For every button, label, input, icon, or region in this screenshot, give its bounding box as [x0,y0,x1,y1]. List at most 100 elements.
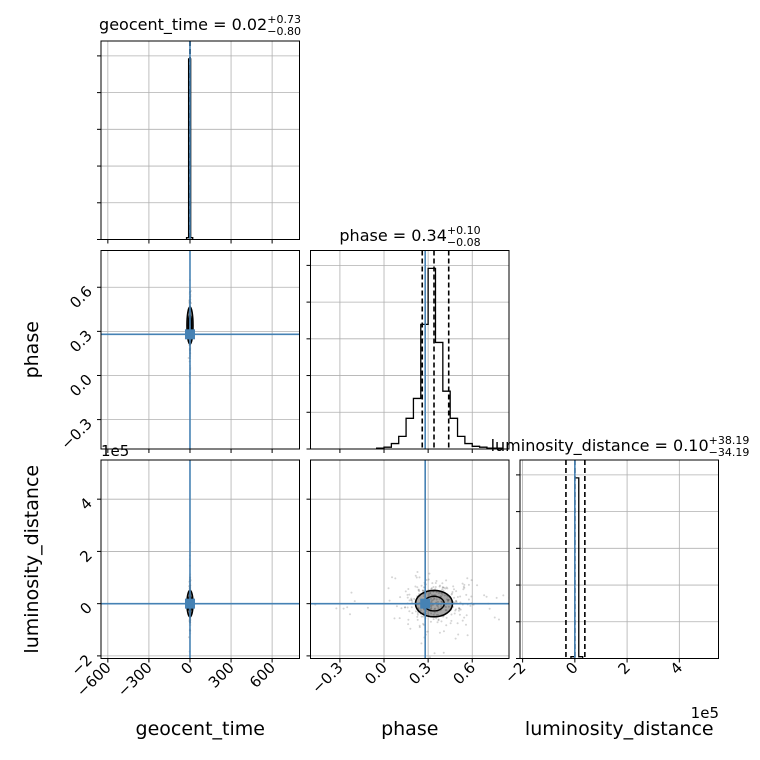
sample-point [407,597,409,599]
offset-text-x: 1e5 [691,704,719,722]
sample-point [494,616,496,618]
title-text: luminosity_distance = 0.10+38.19 −34.19 [491,434,750,459]
panel-luminosity_distance-vs-luminosity_distance [516,460,719,663]
sample-point [443,630,445,632]
sample-point [465,624,467,626]
sample-point [457,596,459,598]
sample-point [498,618,500,620]
sample-point [399,596,401,598]
sample-point [454,612,456,614]
sample-point [419,626,421,628]
truth-marker [185,329,195,339]
sample-point [453,588,455,590]
title-luminosity_distance: luminosity_distance = 0.10+38.19 −34.19 [491,434,750,459]
sample-point [399,617,401,619]
sample-point [450,613,452,615]
sample-point [406,594,408,596]
sample-point [416,576,418,578]
sample-point [459,596,461,598]
axis-label-x-geocent_time: geocent_time [136,718,265,740]
sample-point [455,638,457,640]
tick-label-y: 0 [76,599,95,618]
sample-point [462,588,464,590]
title-minus: −34.19 [709,446,750,459]
sample-point [350,592,352,594]
title-phase: phase = 0.34+0.10 −0.08 [339,224,480,249]
title-minus: −0.08 [447,236,481,249]
sample-point [409,628,411,630]
sample-point [462,583,464,585]
sample-point [445,579,447,581]
sample-point [410,598,412,600]
sample-point [466,614,468,616]
sample-point [463,617,465,619]
sample-point [470,595,472,597]
panel-phase-vs-geocent_time [97,251,300,454]
sample-point [343,608,345,610]
sample-point [455,590,457,592]
sample-point [416,586,418,588]
sample-point [439,632,441,634]
sample-point [421,616,423,618]
sample-point [483,594,485,596]
sample-point [335,607,337,609]
sample-point [407,606,409,608]
sample-point [489,608,491,610]
sample-point [476,584,478,586]
sample-point [441,582,443,584]
sample-point [407,623,409,625]
sample-point [451,593,453,595]
sample-point [458,610,460,612]
sample-point [408,594,410,596]
truth-marker [420,599,430,609]
sample-point [466,577,468,579]
tick-label-x: 600 [246,659,279,692]
sample-point [391,576,393,578]
title-geocent_time: geocent_time = 0.02+0.73 −0.80 [99,13,301,38]
sample-point [444,587,446,589]
title-minus: −0.80 [267,25,301,38]
panel-phase-vs-phase [307,251,510,454]
panel-background [520,460,719,659]
sample-point [420,642,422,644]
sample-point [415,575,417,577]
sample-point [453,597,455,599]
sample-point [435,586,437,588]
sample-point [443,652,445,654]
sample-point [450,622,452,624]
sample-point [454,609,456,611]
sample-point [439,585,441,587]
sample-point [417,619,419,621]
tick-label-x: 2 [614,659,633,678]
sample-point [396,605,398,607]
tick-label-x: −0.3 [308,659,346,697]
title-text: phase = 0.34+0.10 −0.08 [339,224,480,249]
tick-label-y: 0.0 [66,371,96,401]
tick-label-x: 300 [205,659,238,692]
sample-point [462,620,464,622]
sample-point [468,584,470,586]
sample-point [417,614,419,616]
axis-label-x-luminosity_distance: luminosity_distance [525,718,714,740]
sample-point [428,578,430,580]
sample-point [438,618,440,620]
tick-label-x: 0.3 [405,659,435,689]
sample-point [457,622,459,624]
sample-point [407,588,409,590]
sample-point [416,571,418,573]
sample-point [404,606,406,608]
sample-point [434,652,436,654]
tick-label-y: 0.3 [66,326,96,356]
sample-point [440,620,442,622]
title-text: geocent_time = 0.02+0.73 −0.80 [99,13,301,38]
tick-label-y: −0.3 [57,415,95,453]
sample-point [450,620,452,622]
tick-label-y: 2 [76,547,95,566]
panel-background [101,41,300,240]
sample-point [445,624,447,626]
sample-point [459,608,461,610]
sample-point [389,600,391,602]
sample-point [457,634,459,636]
sample-point [437,621,439,623]
